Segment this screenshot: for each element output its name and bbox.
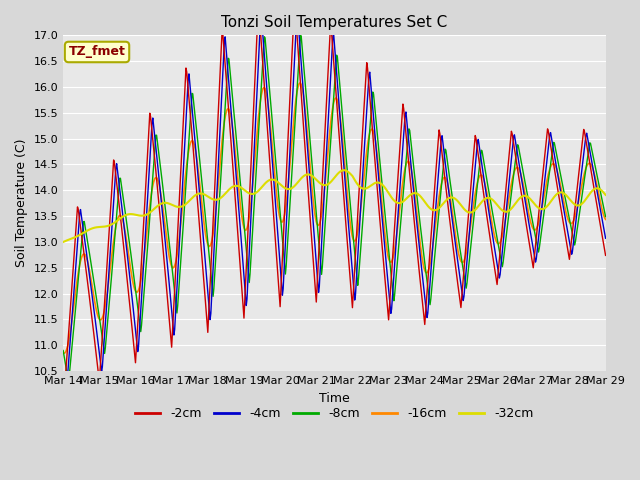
-2cm bbox=[602, 252, 609, 258]
-4cm bbox=[554, 169, 561, 175]
Legend: -2cm, -4cm, -8cm, -16cm, -32cm: -2cm, -4cm, -8cm, -16cm, -32cm bbox=[130, 402, 538, 425]
Text: TZ_fmet: TZ_fmet bbox=[68, 46, 125, 59]
-32cm bbox=[179, 204, 186, 209]
-2cm bbox=[291, 1, 298, 7]
-8cm bbox=[296, 32, 304, 38]
-2cm bbox=[380, 257, 387, 263]
-4cm bbox=[61, 396, 69, 401]
-4cm bbox=[602, 235, 609, 241]
-16cm bbox=[434, 205, 442, 211]
-16cm bbox=[328, 114, 335, 120]
-2cm bbox=[60, 405, 67, 411]
-8cm bbox=[328, 128, 335, 134]
X-axis label: Time: Time bbox=[319, 392, 349, 405]
-4cm bbox=[380, 237, 388, 242]
-16cm bbox=[60, 350, 68, 356]
-8cm bbox=[602, 214, 609, 219]
-2cm bbox=[179, 141, 186, 146]
-8cm bbox=[380, 202, 388, 208]
-2cm bbox=[202, 300, 209, 306]
-4cm bbox=[179, 175, 187, 181]
-16cm bbox=[380, 224, 388, 229]
-32cm bbox=[380, 183, 387, 189]
-2cm bbox=[433, 156, 441, 162]
-8cm bbox=[179, 227, 187, 232]
-8cm bbox=[202, 223, 210, 229]
-16cm bbox=[60, 350, 67, 356]
-32cm bbox=[340, 168, 348, 173]
-16cm bbox=[554, 168, 561, 174]
-32cm bbox=[602, 192, 609, 198]
-4cm bbox=[294, 10, 301, 15]
-32cm bbox=[202, 192, 209, 198]
-4cm bbox=[434, 182, 442, 188]
-16cm bbox=[296, 80, 303, 86]
Y-axis label: Soil Temperature (C): Soil Temperature (C) bbox=[15, 139, 28, 267]
-4cm bbox=[328, 60, 335, 66]
Line: -2cm: -2cm bbox=[63, 4, 605, 408]
-8cm bbox=[60, 348, 67, 353]
Title: Tonzi Soil Temperatures Set C: Tonzi Soil Temperatures Set C bbox=[221, 15, 447, 30]
-8cm bbox=[65, 379, 72, 384]
-2cm bbox=[553, 180, 561, 185]
-32cm bbox=[326, 180, 333, 186]
-4cm bbox=[60, 379, 67, 385]
-16cm bbox=[202, 236, 210, 241]
-8cm bbox=[434, 223, 442, 228]
-16cm bbox=[179, 198, 187, 204]
-32cm bbox=[433, 207, 441, 213]
-8cm bbox=[554, 156, 561, 161]
-2cm bbox=[327, 21, 335, 27]
-16cm bbox=[602, 216, 609, 222]
Line: -16cm: -16cm bbox=[63, 83, 605, 353]
Line: -4cm: -4cm bbox=[63, 12, 605, 398]
Line: -8cm: -8cm bbox=[63, 35, 605, 382]
-32cm bbox=[553, 192, 561, 197]
-4cm bbox=[202, 271, 210, 276]
Line: -32cm: -32cm bbox=[63, 170, 605, 242]
-32cm bbox=[60, 239, 67, 245]
